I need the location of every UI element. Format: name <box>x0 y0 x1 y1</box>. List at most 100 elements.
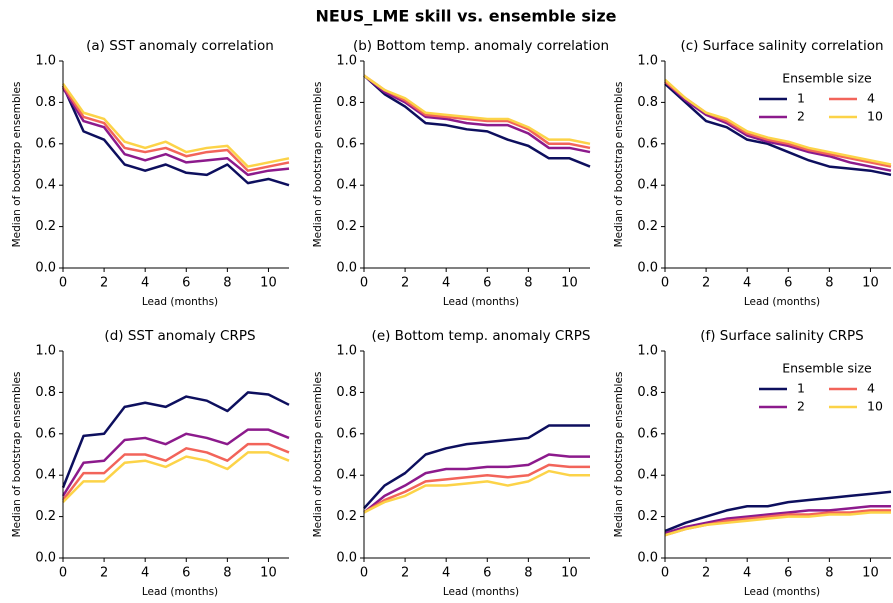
y-tick-label: 0.6 <box>637 136 658 151</box>
y-tick-label: 0.6 <box>336 136 357 151</box>
series-line <box>61 85 290 172</box>
subplot-title: (f) Surface salinity CRPS <box>700 328 864 344</box>
y-tick-label: 0.2 <box>637 509 658 524</box>
x-axis-label: Lead (months) <box>443 586 519 598</box>
subplot: (e) Bottom temp. anomaly CRPS Lead (month… <box>312 328 590 598</box>
x-tick-label: 2 <box>702 566 710 581</box>
y-tick-label: 1.0 <box>637 54 658 69</box>
x-tick-label: 8 <box>524 276 532 291</box>
series-line <box>664 505 891 535</box>
x-tick-label: 2 <box>401 566 409 581</box>
x-tick-label: 10 <box>862 566 879 581</box>
x-tick-label: 4 <box>442 276 450 291</box>
x-tick-label: 0 <box>59 566 67 581</box>
subplot: (c) Surface salinity correlation Lead (mo… <box>613 38 892 308</box>
x-tick-label: 4 <box>141 276 149 291</box>
y-tick-label: 0.0 <box>336 261 357 276</box>
x-tick-label: 4 <box>141 566 149 581</box>
series-line <box>62 451 290 503</box>
y-tick-label: 1.0 <box>336 344 357 359</box>
y-tick-label: 0.0 <box>637 551 658 566</box>
legend-label: 10 <box>867 399 883 414</box>
series-line <box>363 74 591 150</box>
subplot-title: (a) SST anomaly correlation <box>86 38 274 54</box>
x-tick-label: 8 <box>223 276 231 291</box>
subplot: (a) SST anomaly correlation Lead (months)… <box>11 38 290 308</box>
legend-title: Ensemble size <box>782 71 872 86</box>
series-line <box>664 490 892 533</box>
legend-label: 10 <box>867 109 883 124</box>
x-axis-label: Lead (months) <box>744 586 820 598</box>
x-tick-label: 6 <box>483 276 491 291</box>
x-tick-label: 0 <box>360 276 368 291</box>
x-tick-label: 2 <box>702 276 710 291</box>
y-tick-label: 0.8 <box>35 385 56 400</box>
y-tick-label: 0.6 <box>35 426 56 441</box>
x-tick-label: 4 <box>743 566 751 581</box>
y-tick-label: 0.4 <box>35 178 56 193</box>
legend-label: 2 <box>797 109 805 124</box>
series-line <box>363 469 590 514</box>
x-tick-label: 6 <box>182 566 190 581</box>
y-axis-label: Median of bootstrap ensembles <box>312 372 324 538</box>
y-tick-label: 1.0 <box>35 54 56 69</box>
series-line <box>61 391 290 489</box>
series-line <box>664 78 892 166</box>
x-tick-label: 0 <box>360 566 368 581</box>
legend-title: Ensemble size <box>782 361 872 376</box>
x-tick-label: 10 <box>260 276 277 291</box>
y-axis-label: Median of bootstrap ensembles <box>11 372 23 538</box>
y-tick-label: 0.6 <box>336 426 357 441</box>
x-tick-label: 6 <box>784 276 792 291</box>
y-tick-label: 0.8 <box>336 385 357 400</box>
y-tick-label: 0.4 <box>336 468 357 483</box>
figure-title: NEUS_LME skill vs. ensemble size <box>315 7 616 26</box>
x-tick-label: 0 <box>661 566 669 581</box>
x-tick-label: 10 <box>561 276 578 291</box>
series-line <box>61 85 290 187</box>
x-tick-label: 4 <box>442 566 450 581</box>
y-tick-label: 0.8 <box>637 385 658 400</box>
series-line <box>363 453 590 514</box>
legend-label: 4 <box>867 91 875 106</box>
subplot: (d) SST anomaly CRPS Lead (months) Median … <box>11 328 290 598</box>
series-line <box>363 74 591 168</box>
x-tick-label: 0 <box>59 276 67 291</box>
y-tick-label: 0.4 <box>35 468 56 483</box>
series-line <box>363 74 591 146</box>
y-tick-label: 0.6 <box>637 426 658 441</box>
legend-label: 2 <box>797 399 805 414</box>
series-line <box>61 428 290 497</box>
y-tick-label: 0.4 <box>336 178 357 193</box>
x-tick-label: 6 <box>182 276 190 291</box>
x-axis-label: Lead (months) <box>142 296 218 308</box>
x-tick-label: 4 <box>743 276 751 291</box>
y-tick-label: 1.0 <box>336 54 357 69</box>
x-axis-label: Lead (months) <box>744 296 820 308</box>
x-tick-label: 8 <box>524 566 532 581</box>
y-tick-label: 0.2 <box>336 219 357 234</box>
x-axis-label: Lead (months) <box>142 586 218 598</box>
y-tick-label: 0.0 <box>35 551 56 566</box>
subplot: (f) Surface salinity CRPS Lead (months) Me… <box>613 328 892 598</box>
y-tick-label: 1.0 <box>637 344 658 359</box>
x-tick-label: 10 <box>260 566 277 581</box>
series-line <box>61 87 290 177</box>
y-tick-label: 0.8 <box>336 95 357 110</box>
series-line <box>363 463 590 514</box>
x-tick-label: 6 <box>784 566 792 581</box>
x-axis-label: Lead (months) <box>443 296 519 308</box>
legend-label: 1 <box>797 381 805 396</box>
x-tick-label: 8 <box>825 566 833 581</box>
y-axis-label: Median of bootstrap ensembles <box>11 82 23 248</box>
y-tick-label: 0.2 <box>35 509 56 524</box>
x-tick-label: 8 <box>825 276 833 291</box>
y-tick-label: 0.0 <box>637 261 658 276</box>
series-line <box>664 82 892 177</box>
series-line <box>664 80 892 168</box>
y-tick-label: 0.4 <box>637 468 658 483</box>
x-tick-label: 2 <box>100 566 108 581</box>
y-axis-label: Median of bootstrap ensembles <box>613 372 625 538</box>
y-tick-label: 0.0 <box>35 261 56 276</box>
